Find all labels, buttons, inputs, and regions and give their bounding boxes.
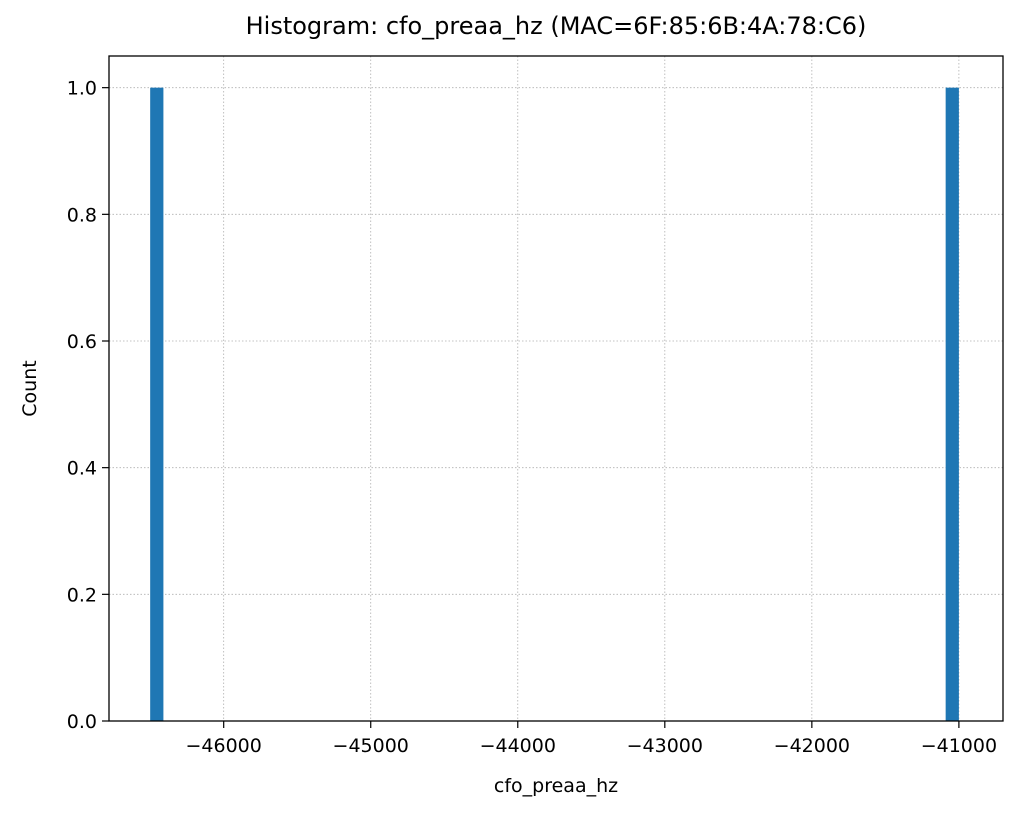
plot-frame: [108, 55, 1004, 722]
histogram-bar: [945, 87, 959, 721]
histogram-bar: [150, 87, 164, 721]
y-tick-label: 1.0: [67, 78, 97, 100]
x-tick-label: −41000: [921, 735, 997, 757]
chart-title: Histogram: cfo_preaa_hz (MAC=6F:85:6B:4A…: [245, 12, 867, 40]
x-tick-label: −42000: [774, 735, 850, 757]
y-tick-label: 0.0: [67, 711, 97, 733]
y-tick-label: 0.8: [67, 204, 97, 226]
grid-layer: [109, 56, 1003, 722]
x-tick-label: −44000: [480, 735, 556, 757]
y-axis-label: Count: [19, 360, 41, 416]
x-axis-label: cfo_preaa_hz: [494, 775, 618, 797]
tick-layer: −46000 −45000 −44000 −43000 −42000 −41000 0.0 0…: [67, 78, 997, 757]
x-tick-label: −46000: [186, 735, 262, 757]
y-tick-label: 0.2: [67, 584, 97, 606]
x-tick-label: −43000: [627, 735, 703, 757]
y-tick-label: 0.4: [67, 458, 97, 480]
bar-layer: [150, 87, 959, 721]
y-tick-label: 0.6: [67, 331, 97, 353]
x-tick-label: −45000: [333, 735, 409, 757]
